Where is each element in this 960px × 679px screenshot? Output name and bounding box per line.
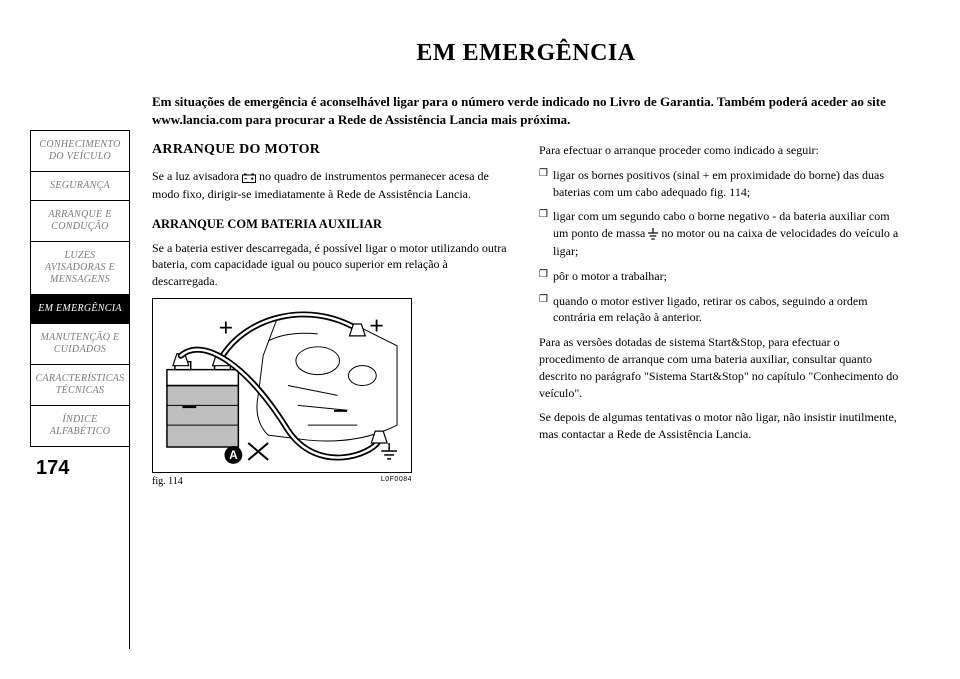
sidebar-item-luzes[interactable]: LUZESAVISADORAS EMENSAGENS [30,242,129,295]
left-column: ARRANQUE DO MOTOR Se a luz avisadora [152,142,513,487]
subsection-heading: ARRANQUE COM BATERIA AUXILIAR [152,217,513,232]
svg-text:−: − [181,391,198,424]
sidebar-item-seguranca[interactable]: SEGURANÇA [30,172,129,201]
paragraph: Para efectuar o arranque proceder como i… [539,142,900,159]
page: CONHECIMENTODO VEÍCULO SEGURANÇA ARRANQU… [0,0,960,679]
sidebar-item-conhecimento[interactable]: CONHECIMENTODO VEÍCULO [30,130,129,172]
figure: − [152,298,513,487]
page-number: 174 [30,447,129,490]
list-item: ligar os bornes positivos (sinal + em pr… [539,167,900,201]
list-item: quando o motor estiver ligado, retirar o… [539,293,900,327]
right-column: Para efectuar o arranque proceder como i… [539,142,900,487]
sidebar-item-arranque[interactable]: ARRANQUE ECONDUÇÃO [30,201,129,242]
intro-text: Em situações de emergência é aconselháve… [152,93,900,128]
main-content: EM EMERGÊNCIA Em situações de emergência… [130,30,900,649]
columns: ARRANQUE DO MOTOR Se a luz avisadora [152,142,900,487]
battery-warning-icon [242,169,256,186]
svg-text:−: − [333,396,349,427]
section-heading: ARRANQUE DO MOTOR [152,142,513,158]
svg-text:+: + [219,313,234,342]
paragraph: Se depois de algumas tentativas o motor … [539,409,900,443]
figure-label: fig. 114 [152,476,183,487]
paragraph: Para as versões dotadas de sistema Start… [539,334,900,401]
sidebar-item-indice[interactable]: ÍNDICEALFABÉTICO [30,406,129,447]
page-title: EM EMERGÊNCIA [152,40,900,67]
sidebar-item-emergencia[interactable]: EM EMERGÊNCIA [30,295,129,324]
bullet-list: ligar os bornes positivos (sinal + em pr… [539,167,900,326]
sidebar-item-caracteristicas[interactable]: CARACTERÍSTICASTÉCNICAS [30,365,129,406]
sidebar-nav: CONHECIMENTODO VEÍCULO SEGURANÇA ARRANQU… [30,130,130,649]
text-fragment: Se a luz avisadora [152,169,242,183]
sidebar-item-manutencao[interactable]: MANUTENÇÃO ECUIDADOS [30,324,129,365]
paragraph: Se a luz avisadora no quadro de instrume… [152,168,513,202]
list-item: ligar com um segundo cabo o borne negati… [539,208,900,259]
svg-text:+: + [369,311,384,340]
ground-mass-icon [648,226,658,243]
list-item: pôr o motor a trabalhar; [539,268,900,285]
figure-caption-row: fig. 114 L0F0084 [152,476,412,487]
figure-image: − [152,298,412,473]
paragraph: Se a bateria estiver descarregada, é pos… [152,240,513,290]
svg-text:A: A [229,448,238,462]
figure-id: L0F0084 [381,476,412,487]
